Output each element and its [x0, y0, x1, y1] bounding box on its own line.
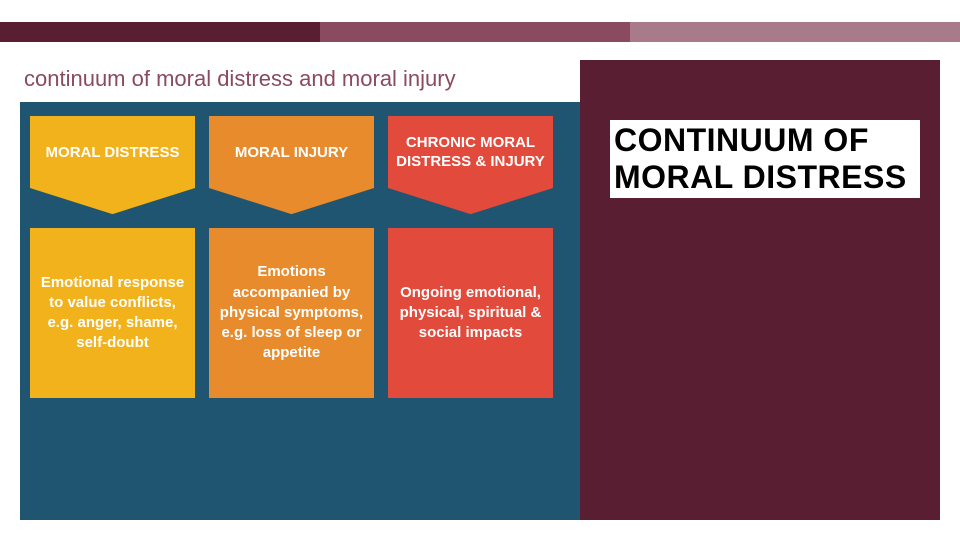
column-header: MORAL DISTRESS [30, 116, 195, 188]
continuum-column: MORAL INJURY Emotions accompanied by phys… [209, 116, 374, 480]
diagram-title: continuum of moral distress and moral in… [20, 60, 580, 102]
column-body: Emotional response to value conflicts, e… [30, 228, 195, 398]
column-header: CHRONIC MORAL DISTRESS & INJURY [388, 116, 553, 188]
chevron-down-icon [30, 188, 195, 214]
column-header: MORAL INJURY [209, 116, 374, 188]
top-bar-segment [320, 22, 630, 42]
left-panel: continuum of moral distress and moral in… [20, 60, 580, 520]
column-body: Ongoing emotional, physical, spiritual &… [388, 228, 553, 398]
top-bar-segment [0, 22, 320, 42]
top-bar-segment [630, 22, 960, 42]
continuum-column: CHRONIC MORAL DISTRESS & INJURY Ongoing e… [388, 116, 553, 480]
column-body: Emotions accompanied by physical symptom… [209, 228, 374, 398]
right-panel: CONTINUUM OF MORAL DISTRESS [580, 60, 940, 520]
chevron-down-icon [209, 188, 374, 214]
chevron-down-icon [388, 188, 553, 214]
main-title: CONTINUUM OF MORAL DISTRESS [610, 120, 920, 198]
top-accent-bar [0, 22, 960, 42]
slide-body: continuum of moral distress and moral in… [20, 60, 940, 520]
diagram-area: MORAL DISTRESS Emotional response to valu… [20, 102, 580, 520]
continuum-column: MORAL DISTRESS Emotional response to valu… [30, 116, 195, 480]
